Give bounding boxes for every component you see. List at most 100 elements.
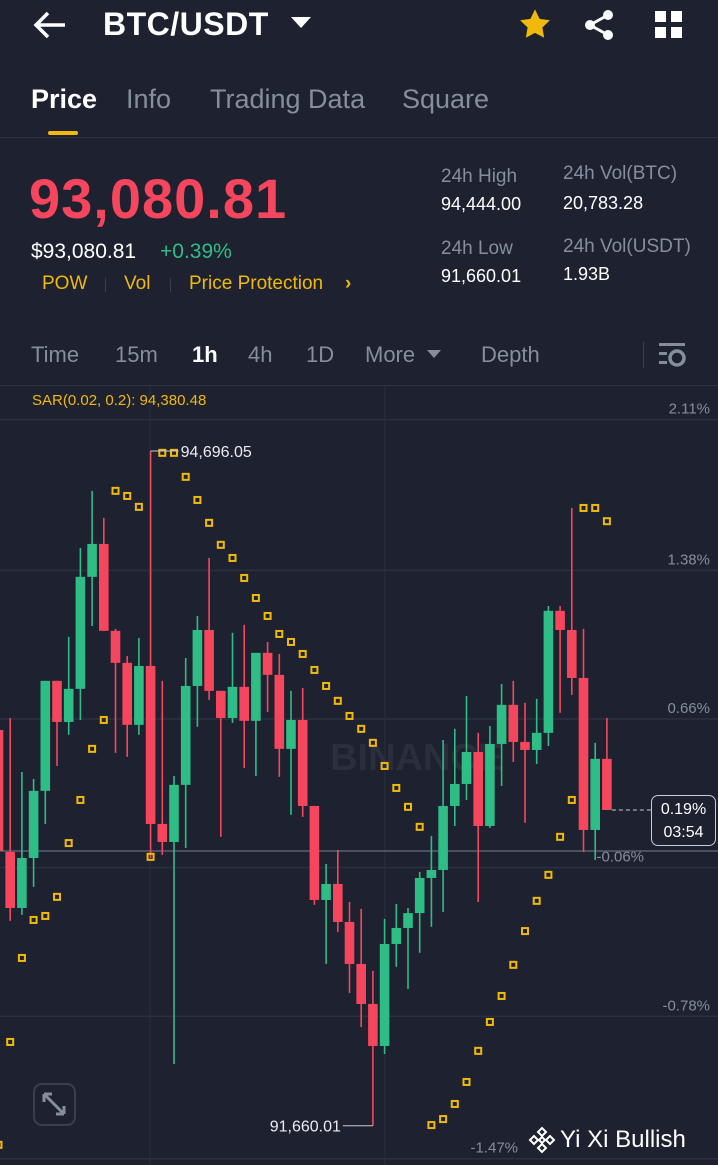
- sar-dot: [205, 518, 214, 527]
- candle-down: [602, 758, 612, 810]
- vol-btc-value: 20,783.28: [563, 193, 644, 213]
- price-protection-link[interactable]: Price Protection: [189, 273, 324, 294]
- candle-up: [17, 857, 27, 908]
- sar-dot: [123, 491, 132, 500]
- vol-link[interactable]: Vol: [124, 273, 151, 294]
- star-icon[interactable]: [518, 8, 552, 40]
- back-arrow-icon: [33, 11, 65, 39]
- candle-up: [63, 688, 74, 722]
- candle-up: [251, 652, 261, 721]
- candle-down: [0, 729, 4, 851]
- binance-logo-icon: [528, 1126, 556, 1154]
- sar-dot: [111, 486, 120, 495]
- sar-dot: [228, 553, 237, 562]
- tab-info[interactable]: Info: [126, 84, 172, 114]
- sar-dot: [532, 896, 541, 905]
- vol-usdt-label: 24h Vol(USDT): [563, 236, 691, 257]
- candle-down: [508, 704, 519, 742]
- candle-up: [438, 805, 448, 870]
- sar-dot: [439, 1115, 448, 1124]
- caret-down-icon[interactable]: [291, 17, 311, 29]
- high-label: 24h High: [441, 166, 518, 187]
- candle-down: [204, 629, 214, 691]
- candle-countdown: 03:54: [663, 824, 704, 841]
- sar-dot: [193, 495, 202, 504]
- overlay-watermark: Yi Xi Bullish: [528, 1126, 686, 1154]
- timeframe-4h[interactable]: 4h: [248, 342, 273, 367]
- candle-up: [485, 743, 495, 826]
- vol-btc-label: 24h Vol(BTC): [563, 163, 678, 184]
- sar-dot: [263, 611, 272, 620]
- pair-title: BTC/USDT: [103, 6, 269, 42]
- link-separator: [170, 278, 171, 292]
- fullscreen-button[interactable]: [33, 1083, 76, 1126]
- sar-dot: [521, 927, 529, 936]
- candle-up: [75, 576, 86, 689]
- y-axis-label: -1.47%: [470, 1140, 518, 1157]
- candle-up: [414, 877, 425, 914]
- candle-down: [239, 686, 249, 721]
- link-separator: [105, 278, 106, 292]
- sar-dot: [76, 795, 85, 804]
- y-axis-label: 0.66%: [667, 700, 710, 717]
- chevron-right-icon[interactable]: ›: [345, 273, 352, 294]
- sar-dot: [415, 822, 424, 831]
- sar-dot: [602, 517, 611, 526]
- candle-up: [180, 685, 191, 785]
- sar-dot: [404, 802, 412, 811]
- timeframe-15m[interactable]: 15m: [115, 342, 158, 367]
- candle-up: [169, 784, 179, 842]
- sar-dot: [158, 448, 167, 457]
- max-price-label: 94,696.05: [181, 444, 252, 461]
- candle-up: [450, 783, 460, 806]
- pow-link[interactable]: POW: [42, 273, 88, 294]
- sar-dot: [509, 960, 518, 969]
- timeframe-more[interactable]: More: [365, 342, 416, 367]
- candle-down: [309, 805, 320, 900]
- tab-trading-data[interactable]: Trading Data: [210, 84, 366, 114]
- high-value: 94,444.00: [441, 194, 522, 214]
- timeframe-1d[interactable]: 1D: [306, 342, 335, 367]
- sar-dot: [29, 915, 38, 924]
- candle-up: [87, 543, 97, 577]
- pair-selector[interactable]: BTC/USDT: [103, 6, 269, 43]
- sar-dot: [17, 953, 26, 962]
- candle-up: [531, 732, 542, 750]
- sar-dot: [427, 1121, 436, 1130]
- sar-dot: [170, 448, 178, 457]
- sar-dot: [357, 724, 366, 733]
- grid-icon[interactable]: [655, 11, 683, 39]
- tab-price[interactable]: Price: [31, 84, 98, 114]
- sar-dot: [6, 1037, 15, 1046]
- candle-down: [356, 963, 366, 1004]
- sar-dot: [579, 503, 588, 512]
- sar-dot: [556, 832, 565, 841]
- sar-dot: [544, 870, 553, 879]
- timeframe-depth[interactable]: Depth: [481, 342, 540, 367]
- timeframe-time[interactable]: Time: [31, 342, 80, 367]
- share-icon[interactable]: [582, 9, 616, 41]
- sar-dot: [53, 892, 61, 901]
- toolbar-divider: [643, 342, 644, 368]
- sar-dot: [310, 665, 319, 674]
- sar-dot: [298, 649, 307, 658]
- sar-dot: [41, 911, 50, 920]
- sar-dot: [134, 502, 143, 511]
- last-price: 93,080.81: [29, 167, 288, 230]
- sar-dot: [240, 573, 249, 582]
- candle-up: [461, 751, 472, 784]
- candle-down: [52, 680, 62, 722]
- candle-up: [391, 927, 402, 944]
- tab-square[interactable]: Square: [402, 84, 490, 114]
- candle-down: [110, 630, 121, 663]
- sar-dot: [146, 852, 155, 861]
- sar-dot: [88, 744, 97, 753]
- sar-dot: [567, 795, 576, 804]
- candle-down: [262, 652, 273, 675]
- timeframe-1h[interactable]: 1h: [192, 342, 218, 367]
- watermark-text: Yi Xi Bullish: [560, 1126, 686, 1153]
- back-button[interactable]: [33, 10, 67, 45]
- chart-settings-icon[interactable]: [659, 342, 686, 369]
- current-price-tag: 0.19% 03:54: [651, 795, 716, 846]
